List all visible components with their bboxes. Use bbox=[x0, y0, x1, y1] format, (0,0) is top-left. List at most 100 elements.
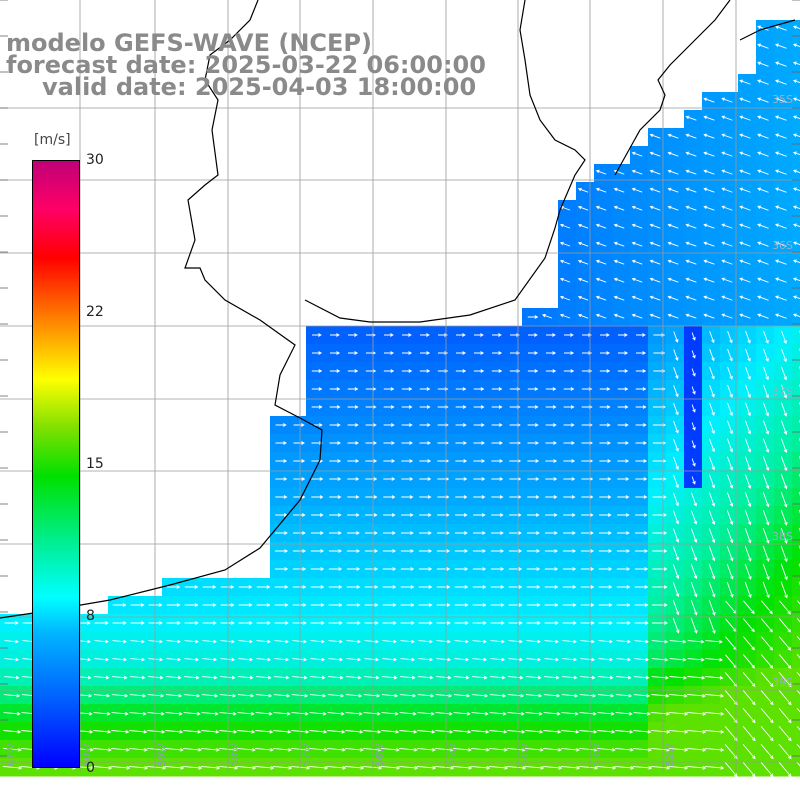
wind-arrow bbox=[580, 657, 596, 662]
wind-arrow bbox=[526, 657, 542, 662]
wind-arrow bbox=[527, 531, 540, 535]
wind-arrow bbox=[202, 675, 218, 680]
wind-arrow bbox=[419, 495, 432, 499]
wind-arrow bbox=[651, 693, 670, 698]
wind-arrow bbox=[721, 205, 733, 211]
wind-arrow bbox=[293, 441, 305, 445]
longitude-label: 57W bbox=[302, 743, 313, 766]
wind-cell bbox=[792, 704, 800, 723]
wind-arrow bbox=[364, 549, 379, 553]
wind-arrow bbox=[685, 313, 697, 319]
wind-arrow bbox=[563, 351, 575, 355]
wind-arrow bbox=[762, 509, 770, 526]
wind-arrow bbox=[508, 585, 523, 589]
wind-arrow bbox=[527, 351, 539, 355]
wind-arrow bbox=[418, 621, 433, 625]
wind-arrow bbox=[595, 223, 607, 229]
wind-arrow bbox=[112, 639, 127, 644]
wind-arrow bbox=[709, 366, 715, 380]
wind-arrow bbox=[581, 513, 594, 517]
wind-arrow bbox=[380, 766, 401, 770]
wind-arrow bbox=[691, 440, 696, 449]
wind-cell bbox=[792, 542, 800, 561]
wind-arrow bbox=[613, 277, 625, 283]
wind-arrow bbox=[329, 513, 342, 517]
wind-arrow bbox=[617, 513, 630, 517]
wind-arrow bbox=[781, 348, 787, 363]
wind-arrow bbox=[742, 689, 756, 706]
wind-arrow bbox=[705, 639, 723, 644]
wind-arrow bbox=[721, 313, 733, 319]
wind-arrow bbox=[183, 729, 202, 734]
wind-arrow bbox=[691, 458, 696, 467]
wind-arrow bbox=[757, 25, 769, 31]
wind-arrow bbox=[562, 585, 577, 589]
wind-arrow bbox=[130, 639, 145, 644]
wind-arrow bbox=[739, 295, 751, 301]
wind-arrow bbox=[708, 528, 716, 544]
wind-arrow bbox=[492, 333, 502, 337]
wind-arrow bbox=[703, 223, 715, 229]
wind-arrow bbox=[419, 513, 432, 517]
wind-arrow bbox=[472, 549, 487, 553]
wind-arrow bbox=[757, 205, 769, 211]
wind-arrow bbox=[757, 115, 769, 121]
wind-arrow bbox=[691, 368, 696, 377]
wind-arrow bbox=[165, 693, 183, 698]
wind-arrow bbox=[545, 441, 557, 445]
wind-cell bbox=[792, 218, 800, 237]
wind-arrow bbox=[685, 151, 697, 157]
wind-arrow bbox=[184, 657, 200, 662]
wind-arrow bbox=[577, 259, 589, 265]
wind-arrow bbox=[763, 330, 769, 344]
wind-arrow bbox=[383, 477, 396, 481]
wind-arrow bbox=[727, 348, 733, 362]
wind-arrow bbox=[256, 657, 272, 662]
wind-arrow bbox=[757, 133, 769, 139]
wind-arrow bbox=[220, 675, 236, 680]
longitude-label: 58W bbox=[230, 743, 241, 766]
wind-arrow bbox=[781, 330, 787, 345]
wind-arrow bbox=[545, 387, 557, 391]
wind-arrow bbox=[380, 748, 400, 752]
wind-arrow bbox=[739, 97, 751, 103]
wind-arrow bbox=[183, 693, 201, 698]
wind-arrow bbox=[164, 766, 185, 770]
wind-arrow bbox=[613, 205, 625, 211]
wind-arrow bbox=[454, 567, 469, 571]
wind-arrow bbox=[292, 603, 307, 607]
wind-arrow bbox=[739, 205, 751, 211]
wind-arrow bbox=[760, 671, 774, 688]
wind-arrow bbox=[634, 621, 649, 625]
wind-arrow bbox=[472, 621, 487, 625]
wind-arrow bbox=[544, 549, 559, 553]
wind-arrow bbox=[347, 387, 359, 391]
wind-arrow bbox=[792, 25, 800, 30]
wind-arrow bbox=[237, 729, 256, 734]
wind-cell bbox=[792, 128, 800, 147]
wind-arrow bbox=[744, 438, 752, 453]
wind-arrow bbox=[238, 621, 253, 625]
wind-arrow bbox=[93, 711, 111, 716]
wind-cell bbox=[792, 524, 800, 543]
wind-arrow bbox=[668, 730, 689, 734]
wind-arrow bbox=[329, 405, 341, 409]
wind-arrow bbox=[435, 693, 453, 698]
wind-arrow bbox=[147, 711, 165, 716]
wind-arrow bbox=[328, 639, 343, 644]
wind-arrow bbox=[634, 675, 650, 680]
wind-arrow bbox=[419, 405, 431, 409]
wind-arrow bbox=[709, 349, 715, 362]
wind-arrow bbox=[456, 333, 466, 337]
wind-arrow bbox=[762, 545, 770, 562]
wind-arrow bbox=[273, 693, 291, 698]
wind-arrow bbox=[383, 441, 395, 445]
wind-arrow bbox=[597, 693, 615, 698]
wind-arrow bbox=[598, 603, 613, 607]
wind-arrow bbox=[293, 477, 306, 481]
wind-arrow bbox=[526, 621, 541, 625]
wind-arrow bbox=[673, 367, 679, 380]
wind-arrow bbox=[668, 766, 689, 770]
wind-arrow bbox=[742, 743, 756, 760]
wind-arrow bbox=[579, 729, 598, 734]
